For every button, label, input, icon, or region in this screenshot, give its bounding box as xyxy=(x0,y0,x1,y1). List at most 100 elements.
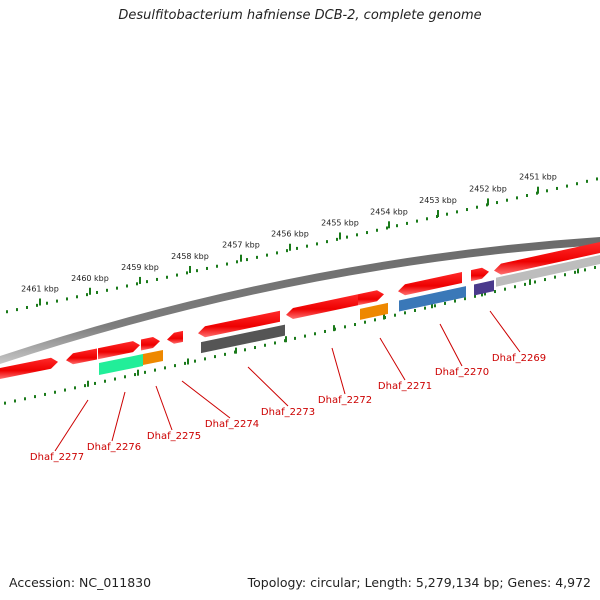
inner-scale-tick xyxy=(24,397,26,401)
scale-minor-tick xyxy=(496,201,498,205)
inner-scale-tick xyxy=(424,306,426,310)
inner-scale-tick xyxy=(144,370,146,374)
scale-minor-tick xyxy=(106,288,108,292)
scale-tick-label: 2457 kbp xyxy=(222,241,260,250)
gene-arrow xyxy=(66,348,97,365)
genome-title: Desulfitobacterium hafniense DCB-2, comp… xyxy=(118,8,482,23)
scale-tick-label: 2459 kbp xyxy=(121,263,159,272)
scale-minor-tick xyxy=(586,179,588,183)
gene-leader-line xyxy=(439,323,463,367)
scale-minor-tick xyxy=(376,228,378,232)
gene-arrow xyxy=(398,272,462,296)
inner-major-tick xyxy=(285,336,287,343)
inner-scale-tick xyxy=(34,395,36,399)
light-gray-feature xyxy=(496,255,600,287)
inner-scale-tick xyxy=(194,359,196,363)
scale-minor-tick xyxy=(346,235,348,239)
inner-scale-tick xyxy=(204,357,206,361)
inner-major-tick xyxy=(577,267,579,274)
scale-minor-tick xyxy=(96,290,98,294)
inner-scale-tick xyxy=(84,384,86,388)
inner-major-tick xyxy=(235,347,237,354)
inner-scale-tick xyxy=(294,336,296,340)
inner-scale-tick xyxy=(374,318,376,322)
inner-scale-tick xyxy=(244,348,246,352)
scale-tick-label: 2455 kbp xyxy=(321,218,359,227)
scale-minor-tick xyxy=(556,186,558,190)
inner-scale-tick xyxy=(494,290,496,294)
scale-minor-tick xyxy=(136,282,138,286)
scale-minor-tick xyxy=(466,208,468,212)
scale-major-tick xyxy=(240,254,242,262)
inner-major-tick xyxy=(87,380,89,387)
scale-minor-tick xyxy=(396,224,398,228)
scale-minor-tick xyxy=(306,244,308,248)
inner-scale-tick xyxy=(514,285,516,289)
scale-minor-tick xyxy=(256,255,258,259)
inner-scale-tick xyxy=(414,308,416,312)
scale-minor-tick xyxy=(356,233,358,237)
scale-minor-tick xyxy=(36,303,38,307)
scale-minor-tick xyxy=(226,262,228,266)
scale-minor-tick xyxy=(596,177,598,181)
accession-text: Accession: NC_011830 xyxy=(9,575,152,590)
gene-label: Dhaf_2271 xyxy=(378,381,432,392)
scale-minor-tick xyxy=(146,280,148,284)
scale-minor-tick xyxy=(246,258,248,262)
scale-major-tick xyxy=(289,243,291,251)
scale-minor-tick xyxy=(46,301,48,305)
inner-scale-tick xyxy=(104,379,106,383)
scale-major-tick xyxy=(487,198,489,206)
inner-scale-tick xyxy=(524,282,526,286)
scale-minor-tick xyxy=(576,182,578,186)
inner-major-tick xyxy=(333,325,335,332)
gene-leader-line xyxy=(331,347,346,395)
scale-minor-tick xyxy=(236,260,238,264)
gene-leaders xyxy=(54,310,521,452)
inner-scale-tick xyxy=(164,366,166,370)
scale-minor-tick xyxy=(276,251,278,255)
blue-feature xyxy=(399,286,466,312)
misc-feature xyxy=(143,349,163,366)
scale-major-tick xyxy=(388,221,390,229)
inner-scale-tick xyxy=(134,373,136,377)
forward-genes xyxy=(0,242,600,379)
scale-minor-tick xyxy=(156,277,158,281)
inner-scale-tick xyxy=(394,313,396,317)
scale-major-tick xyxy=(89,287,91,295)
scale-minor-tick xyxy=(216,264,218,268)
scale-minor-tick xyxy=(196,269,198,273)
inner-scale-tick xyxy=(114,377,116,381)
reverse-genes xyxy=(99,255,600,376)
scale-minor-tick xyxy=(266,253,268,257)
rna-feature xyxy=(99,354,143,376)
inner-scale-tick xyxy=(94,381,96,385)
scale-tick-label: 2461 kbp xyxy=(21,284,59,293)
inner-scale-tick xyxy=(274,341,276,345)
topology-text: Topology: circular; Length: 5,279,134 bp… xyxy=(247,575,591,590)
inner-scale-tick xyxy=(314,332,316,336)
scale-minor-tick xyxy=(296,246,298,250)
inner-scale-tick xyxy=(584,268,586,272)
inner-scale-tick xyxy=(74,386,76,390)
scale-minor-tick xyxy=(126,284,128,288)
scale-major-tick xyxy=(189,265,191,273)
inner-major-tick xyxy=(383,313,385,320)
inner-scale-tick xyxy=(464,297,466,301)
inner-scale-tick xyxy=(184,361,186,365)
scale-tick-label: 2454 kbp xyxy=(370,207,408,216)
gene-leader-line xyxy=(111,391,126,442)
inner-scale-tick xyxy=(404,311,406,315)
misc-feature xyxy=(360,302,388,320)
gene-label: Dhaf_2277 xyxy=(30,452,84,463)
scale-major-tick xyxy=(39,298,41,306)
inner-scale-tick xyxy=(14,399,16,403)
scale-minor-tick xyxy=(366,231,368,235)
inner-scale-tick xyxy=(124,375,126,379)
scale-tick-label: 2460 kbp xyxy=(71,274,109,283)
scale-minor-tick xyxy=(446,212,448,216)
scale-minor-tick xyxy=(26,305,28,309)
scale-minor-tick xyxy=(206,266,208,270)
scale-major-tick xyxy=(537,186,539,194)
